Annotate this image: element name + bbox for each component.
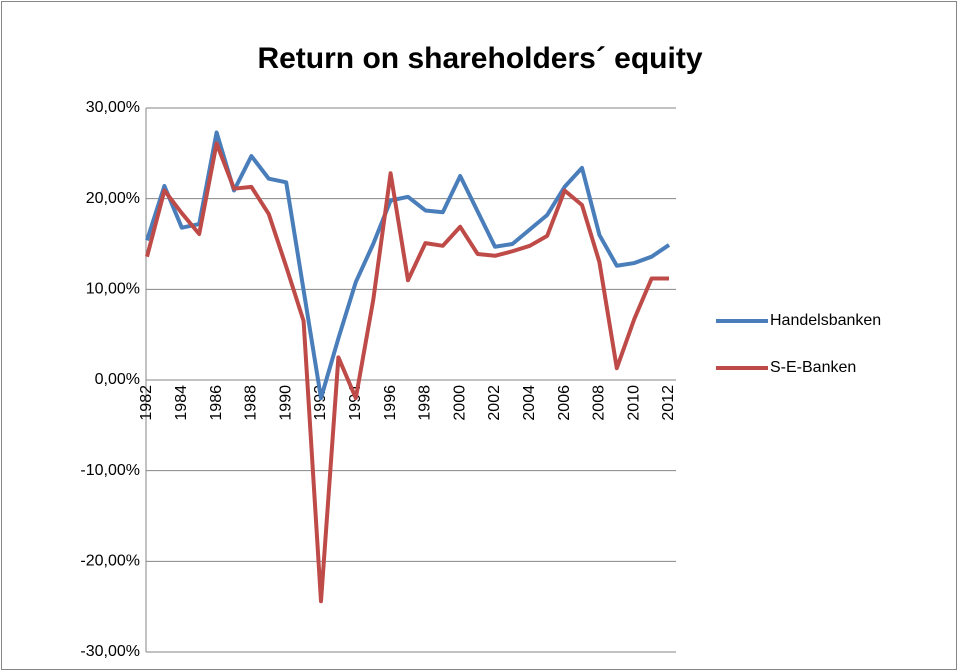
x-tick-label: 1992: [312, 385, 329, 421]
x-tick-label: 2006: [556, 385, 573, 421]
legend-label: Handelsbanken: [770, 312, 881, 329]
y-tick-label: -30,00%: [80, 643, 140, 660]
series-line: [145, 141, 669, 604]
x-tick-label: 1996: [382, 385, 399, 421]
x-tick-label: 2012: [660, 385, 677, 421]
y-tick-label: 30,00%: [86, 99, 140, 116]
x-tick-label: 1982: [138, 385, 155, 421]
x-tick-label: 2000: [451, 385, 468, 421]
x-tick-label: 1984: [173, 385, 190, 421]
y-tick-label: -10,00%: [80, 462, 140, 479]
x-tick-label: 1986: [208, 385, 225, 421]
x-tick-label: 1988: [243, 385, 260, 421]
legend-label: S-E-Banken: [770, 359, 856, 376]
x-tick-label: 1998: [417, 385, 434, 421]
x-tick-label: 2008: [591, 385, 608, 421]
chart-title: Return on shareholders´ equity: [257, 42, 702, 75]
x-tick-label: 2002: [486, 385, 503, 421]
y-tick-label: 20,00%: [86, 190, 140, 207]
y-tick-label: 0,00%: [95, 371, 140, 388]
x-tick-label: 1994: [347, 385, 364, 421]
x-tick-label: 2010: [625, 385, 642, 421]
x-tick-label: 1990: [277, 385, 294, 421]
y-tick-label: 10,00%: [86, 281, 140, 298]
y-tick-label: -20,00%: [80, 553, 140, 570]
x-tick-label: 2004: [521, 385, 538, 421]
